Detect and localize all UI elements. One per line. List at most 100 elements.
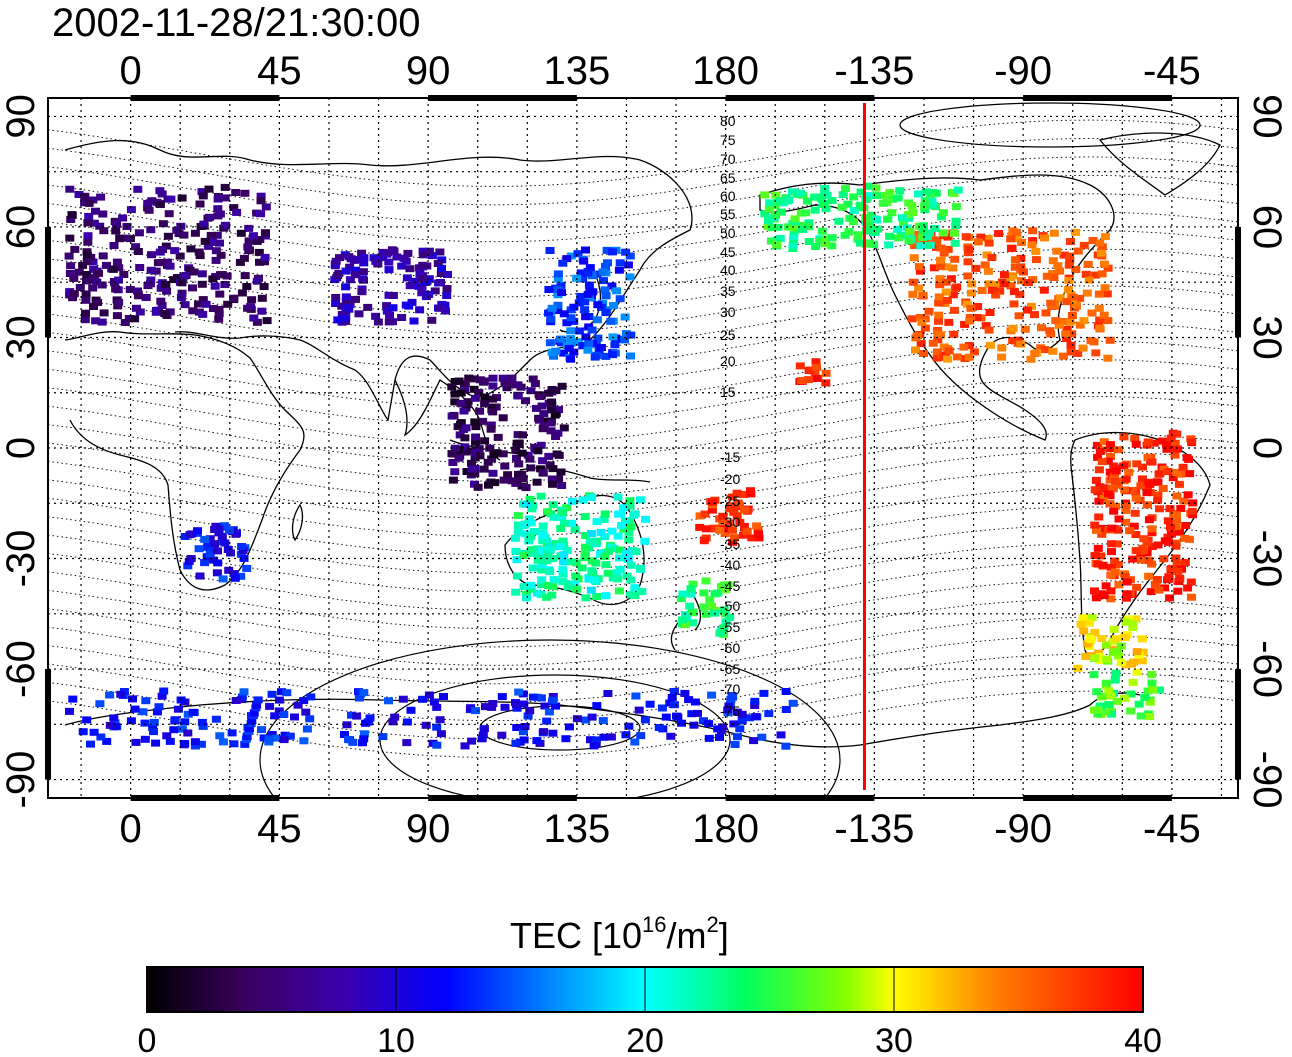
tec-cell: [238, 546, 248, 554]
tec-cell: [439, 693, 448, 700]
tec-cell: [1075, 321, 1085, 329]
tec-cell: [730, 534, 739, 542]
tec-cell: [135, 308, 145, 316]
tec-cell: [920, 324, 930, 332]
top-lon-label: 90: [406, 49, 451, 93]
tec-cell: [630, 584, 640, 592]
tec-cell: [91, 317, 101, 325]
tec-cell: [1027, 302, 1036, 310]
tec-cell: [460, 742, 470, 750]
tec-cell: [193, 527, 202, 535]
tec-cell: [435, 716, 445, 724]
tec-cell: [613, 532, 623, 540]
tec-cell: [160, 310, 170, 317]
tec-cell: [486, 421, 496, 429]
tec-cell: [916, 242, 926, 250]
tec-cell: [82, 271, 92, 278]
tec-cell: [131, 738, 141, 746]
tec-cell: [587, 326, 597, 334]
tec-cell: [948, 264, 958, 272]
tec-cell: [965, 317, 975, 325]
tec-cell: [919, 350, 928, 357]
tec-cell: [600, 552, 610, 560]
tec-cell: [384, 318, 394, 326]
tec-cell: [1137, 475, 1147, 483]
tec-cell: [156, 297, 166, 305]
tec-cell: [788, 188, 797, 196]
tec-cell: [951, 222, 961, 230]
tec-cell: [727, 692, 737, 699]
tec-cell: [935, 275, 945, 283]
tec-cell: [584, 339, 594, 347]
tec-cell: [1031, 256, 1041, 264]
tec-cell: [341, 267, 351, 275]
tec-cell: [467, 737, 477, 745]
tec-cell: [236, 550, 246, 558]
tec-cell: [948, 291, 958, 299]
tec-cell: [243, 243, 253, 251]
tec-cell: [220, 281, 230, 288]
tec-cell: [1116, 659, 1126, 667]
tec-cell: [838, 191, 848, 199]
tec-cell: [985, 341, 995, 349]
tec-cell: [815, 237, 825, 245]
tec-cell: [176, 294, 186, 302]
tec-cell: [1143, 687, 1153, 695]
tec-cell: [1054, 321, 1064, 329]
contour-label: -70: [720, 681, 740, 697]
tec-cell: [1012, 235, 1022, 243]
tec-cell: [410, 277, 420, 285]
tec-cell: [200, 535, 210, 543]
tec-cell: [1127, 487, 1137, 494]
tec-cell: [537, 576, 547, 584]
tec-cell: [710, 590, 720, 598]
tec-cell: [111, 722, 121, 730]
tec-cell: [559, 310, 569, 318]
tec-cell: [614, 266, 624, 274]
tec-cell: [816, 195, 826, 202]
tec-cell: [158, 220, 168, 228]
tec-cell: [405, 282, 415, 290]
tec-cell: [252, 318, 262, 326]
tec-cell: [636, 496, 645, 504]
tec-cell: [727, 526, 737, 534]
tec-cell: [133, 287, 142, 295]
tec-cell: [331, 257, 341, 265]
tec-cell: [1010, 263, 1020, 271]
tec-cell: [514, 688, 524, 696]
tec-cell: [1101, 582, 1111, 590]
tec-cell: [566, 327, 576, 335]
tec-cell: [907, 202, 917, 209]
contour-line: [48, 598, 1238, 666]
tec-cell: [347, 711, 356, 719]
tec-cell: [599, 516, 609, 523]
tec-cell: [567, 519, 577, 527]
tec-cell: [528, 564, 538, 572]
contour-label: 65: [720, 170, 736, 186]
tec-cell: [1139, 535, 1149, 543]
tec-cell: [524, 515, 534, 523]
tec-cell: [157, 692, 167, 700]
tec-cell: [688, 609, 698, 617]
colorbar-tick-label: 0: [138, 1022, 157, 1057]
tec-cell: [1081, 270, 1091, 278]
tec-cell: [378, 248, 388, 256]
tec-cell: [1124, 468, 1134, 476]
colorbar-title: TEC [1016/m2]: [510, 912, 729, 956]
tec-cell: [1071, 266, 1081, 273]
tec-cell: [619, 525, 629, 533]
tec-cell: [821, 379, 831, 387]
tec-cell: [1106, 587, 1116, 595]
tec-cell: [984, 326, 994, 334]
tec-cell: [574, 327, 584, 335]
tec-cell: [237, 543, 247, 550]
tec-cell: [189, 268, 199, 276]
tec-cell: [994, 230, 1004, 237]
tec-cell: [699, 589, 709, 597]
tec-cell: [176, 222, 186, 230]
tec-cell: [112, 312, 122, 320]
tec-cell: [1097, 458, 1107, 466]
tec-cell: [845, 214, 855, 222]
tec-cell: [280, 731, 290, 739]
tec-cell: [1139, 547, 1149, 554]
